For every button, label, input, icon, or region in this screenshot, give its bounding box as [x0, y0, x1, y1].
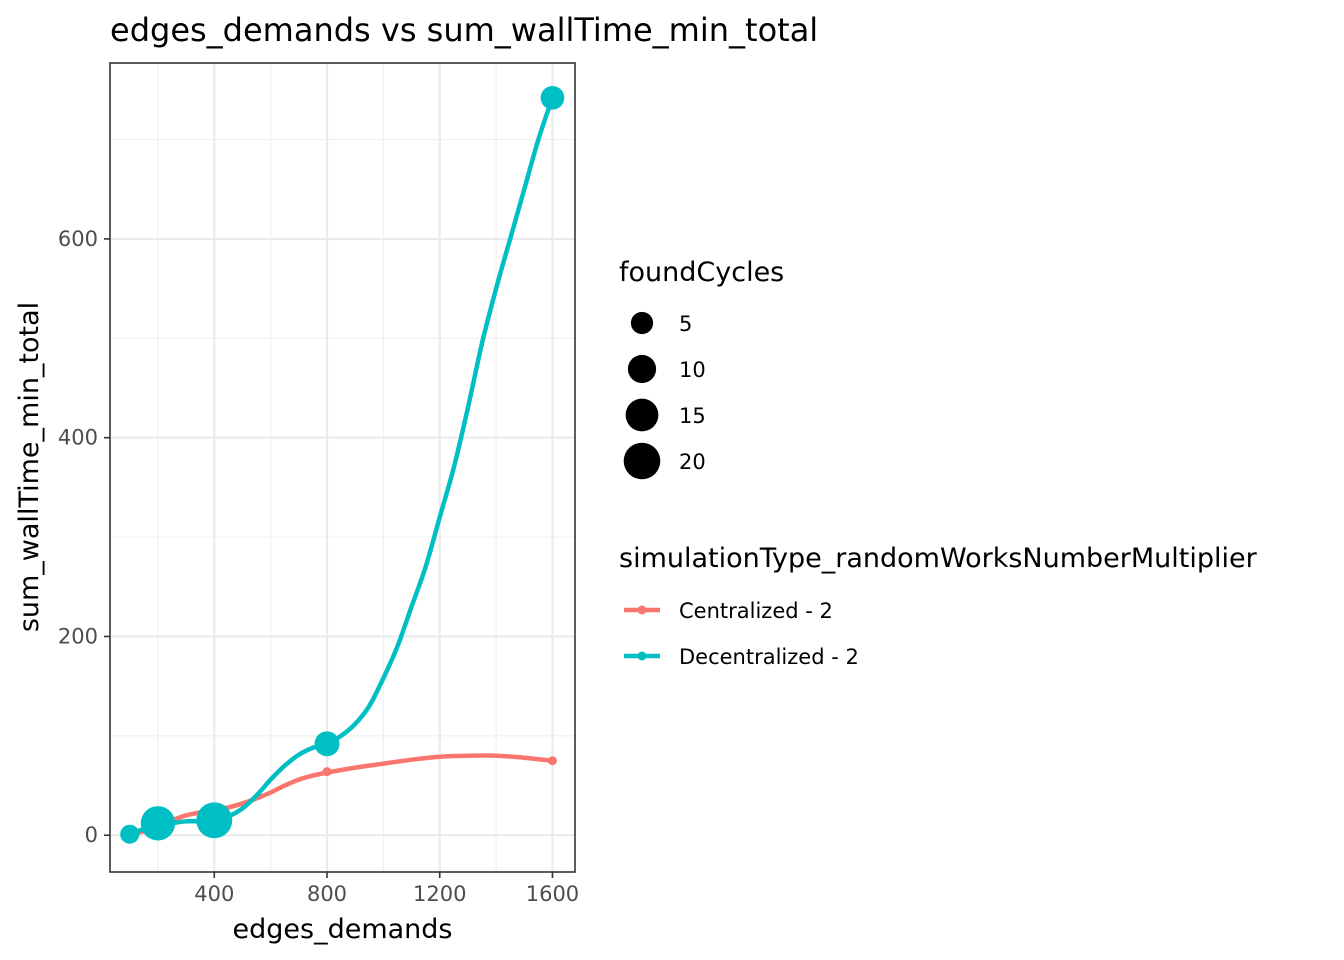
- data-point-decentralized-2: [540, 85, 565, 110]
- x-axis-title: edges_demands: [233, 914, 453, 945]
- x-tick-label: 1200: [413, 882, 466, 906]
- y-axis-title: sum_wallTime_min_total: [14, 302, 45, 632]
- panel-border: [109, 62, 576, 873]
- size-legend-key: [630, 311, 654, 335]
- size-legend-label: 15: [679, 404, 706, 428]
- size-legend-label: 20: [679, 450, 706, 474]
- grid-minor: [110, 63, 575, 872]
- chart-title: edges_demands vs sum_wallTime_min_total: [110, 11, 818, 49]
- x-tick-label: 1600: [526, 882, 579, 906]
- color-legend-label: Centralized - 2: [679, 599, 833, 623]
- color-legend-title: simulationType_randomWorksNumberMultipli…: [619, 543, 1258, 574]
- data-point-decentralized-2: [140, 806, 176, 841]
- y-axis: 0 200 400 600: [58, 227, 110, 847]
- x-tick-label: 400: [194, 882, 234, 906]
- panel-background: [110, 63, 575, 872]
- color-legend-label: Decentralized - 2: [679, 645, 859, 669]
- size-legend-key: [625, 398, 659, 432]
- y-tick-label: 400: [58, 426, 98, 450]
- size-legend-label: 10: [679, 358, 706, 382]
- size-legend-items: 5 10 15 20: [623, 311, 706, 480]
- size-legend-label: 5: [679, 312, 692, 336]
- size-legend-title: foundCycles: [619, 257, 784, 288]
- plot-panel: [109, 62, 576, 873]
- y-tick-label: 200: [58, 624, 98, 648]
- size-legend-key: [623, 442, 661, 480]
- legend: foundCycles 5 10 15 20 simulationType_rando…: [619, 257, 1258, 669]
- data-point-centralized-2: [322, 767, 332, 777]
- y-tick-label: 0: [85, 823, 98, 847]
- data-point-decentralized-2: [314, 731, 340, 757]
- series-line-centralized-2: [127, 753, 555, 838]
- x-tick-label: 800: [307, 882, 347, 906]
- color-legend-items: Centralized - 2 Decentralized - 2: [624, 599, 859, 669]
- data-point-decentralized-2: [196, 802, 233, 839]
- data-point-decentralized-2: [120, 824, 140, 844]
- x-axis: 400 800 1200 1600: [194, 872, 579, 906]
- size-legend-key: [627, 354, 657, 384]
- points-layer: [120, 85, 565, 844]
- data-point-centralized-2: [547, 756, 557, 766]
- y-tick-label: 600: [58, 227, 98, 251]
- color-legend-dot: [637, 651, 647, 661]
- color-legend-dot: [637, 605, 647, 615]
